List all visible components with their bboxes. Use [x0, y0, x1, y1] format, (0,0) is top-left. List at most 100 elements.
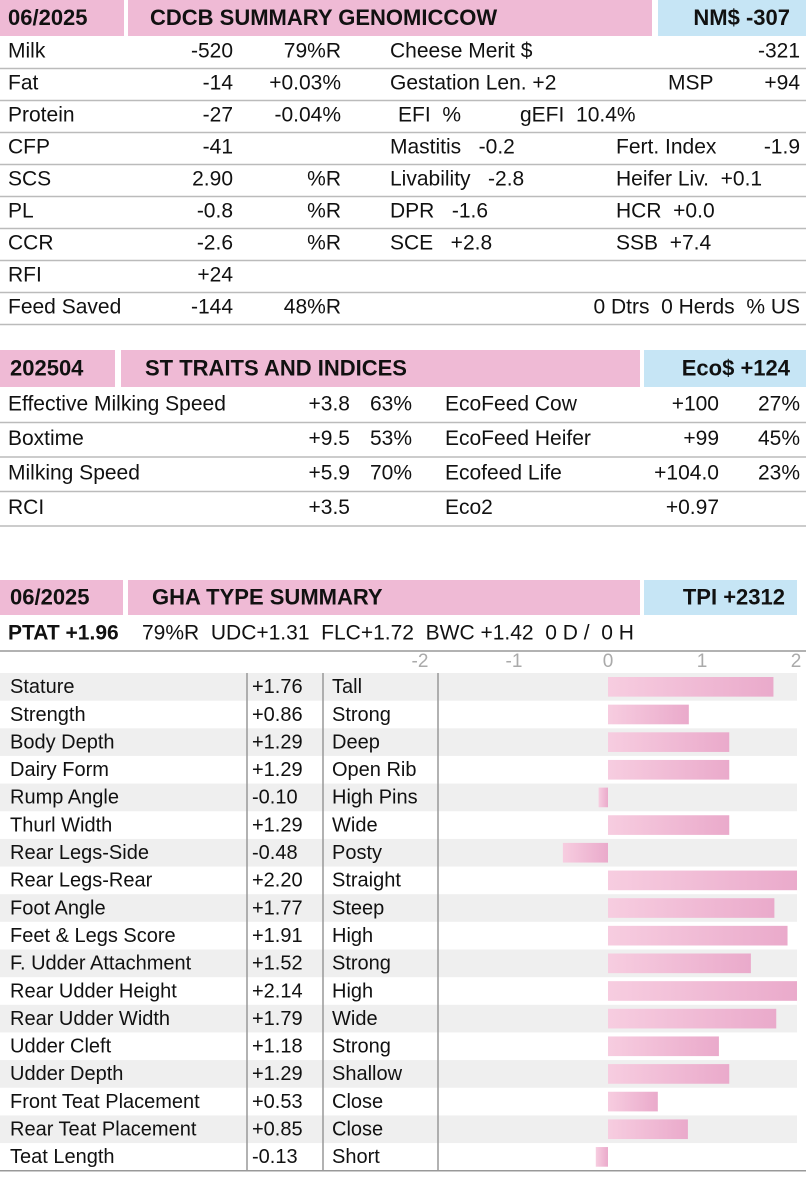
cell: Milking Speed: [8, 462, 140, 485]
header-index: TPI +2312: [683, 584, 785, 609]
bar: [608, 1036, 719, 1057]
trait-desc: Deep: [332, 731, 380, 753]
trait-desc: Tall: [332, 676, 362, 698]
trait-value: +1.77: [252, 897, 303, 919]
bar: [608, 953, 751, 974]
trait-name: Front Teat Placement: [10, 1091, 200, 1113]
trait-desc: Straight: [332, 870, 401, 892]
header-box: [644, 350, 806, 387]
trait-value: +1.76: [252, 676, 303, 698]
trait-desc: Wide: [332, 814, 378, 836]
bar: [598, 787, 608, 808]
trait-desc: Open Rib: [332, 759, 417, 781]
header-title: ST TRAITS AND INDICES: [145, 355, 407, 380]
cell: HCR +0.0: [616, 200, 715, 223]
cell: -1.9: [764, 136, 800, 159]
cell: 63%: [370, 393, 412, 416]
header-date: 06/2025: [8, 5, 88, 30]
cell: -41: [203, 136, 233, 159]
trait-desc: Close: [332, 1119, 383, 1141]
header-box: [644, 580, 797, 615]
x-tick-label: 2: [791, 651, 802, 672]
cell: -321: [758, 40, 800, 63]
trait-value: -0.10: [252, 787, 298, 809]
trait-desc: High: [332, 925, 373, 947]
trait-value: +1.79: [252, 1008, 303, 1030]
bar: [608, 704, 689, 725]
bar: [608, 981, 797, 1001]
cell: Feed Saved: [8, 296, 121, 319]
bar: [608, 898, 775, 918]
cell: 48%R: [284, 296, 341, 319]
header-date: 202504: [10, 355, 84, 380]
bar: [608, 1119, 688, 1140]
cell: +24: [197, 264, 233, 287]
trait-name: F. Udder Attachment: [10, 953, 192, 975]
cell: DPR -1.6: [390, 200, 488, 223]
cell: 27%: [758, 393, 800, 416]
bar: [608, 732, 730, 752]
cell: EcoFeed Cow: [445, 393, 578, 416]
cell: Mastitis -0.2: [390, 136, 515, 159]
cell: 70%: [370, 462, 412, 485]
cell: +94: [764, 72, 800, 95]
cell: 45%: [758, 427, 800, 450]
trait-name: Rear Udder Width: [10, 1008, 170, 1030]
trait-value: -0.48: [252, 842, 298, 864]
cell: -144: [191, 296, 233, 319]
trait-value: +1.29: [252, 1063, 303, 1085]
header-box: [658, 0, 806, 36]
cell: -0.8: [197, 200, 233, 223]
cell: -520: [191, 40, 233, 63]
trait-desc: Close: [332, 1091, 383, 1113]
cell: EFI %: [398, 104, 461, 127]
cell: 79%R: [284, 40, 341, 63]
cell: Ecofeed Life: [445, 462, 562, 485]
cell: Livability -2.8: [390, 168, 524, 191]
trait-value: +2.20: [252, 870, 303, 892]
cell: %R: [307, 200, 341, 223]
cell: Gestation Len. +2: [390, 72, 556, 95]
trait-name: Feet & Legs Score: [10, 925, 176, 947]
header-box: [0, 0, 124, 36]
cell: Heifer Liv. +0.1: [616, 168, 762, 191]
header-box: [0, 350, 115, 387]
row-shade: [0, 838, 797, 867]
cell: RFI: [8, 264, 42, 287]
x-tick-label: -1: [506, 651, 523, 672]
trait-desc: Strong: [332, 953, 391, 975]
trait-name: Foot Angle: [10, 897, 106, 919]
cell: +104.0: [654, 462, 719, 485]
cell: +0.97: [666, 496, 719, 519]
cell: %R: [307, 168, 341, 191]
cell: %R: [307, 232, 341, 255]
cell: -2.6: [197, 232, 233, 255]
bar: [608, 870, 797, 891]
trait-value: +0.53: [252, 1091, 303, 1113]
cell: Fat: [8, 72, 39, 95]
trait-desc: Wide: [332, 1008, 378, 1030]
cell: -14: [203, 72, 234, 95]
x-tick-label: 1: [697, 651, 708, 672]
bar: [595, 1147, 608, 1167]
trait-desc: High: [332, 980, 373, 1002]
cell: +3.8: [309, 393, 350, 416]
bar: [608, 1064, 730, 1084]
header-date: 06/2025: [10, 584, 90, 609]
cell: SCE +2.8: [390, 232, 492, 255]
trait-value: +1.29: [252, 759, 303, 781]
bar: [608, 1091, 658, 1112]
header-box: [128, 0, 652, 36]
x-tick-label: -2: [412, 651, 429, 672]
header-box: [121, 350, 640, 387]
header-index: Eco$ +124: [682, 355, 791, 380]
cell: +3.5: [309, 496, 350, 519]
cell: CCR: [8, 232, 54, 255]
cell: Protein: [8, 104, 75, 127]
x-tick-label: 0: [603, 651, 614, 672]
summary: 79%R UDC+1.31 FLC+1.72 BWC +1.42 0 D / 0…: [142, 622, 634, 645]
trait-name: Rump Angle: [10, 787, 119, 809]
trait-desc: Strong: [332, 1036, 391, 1058]
bar: [608, 1008, 777, 1029]
